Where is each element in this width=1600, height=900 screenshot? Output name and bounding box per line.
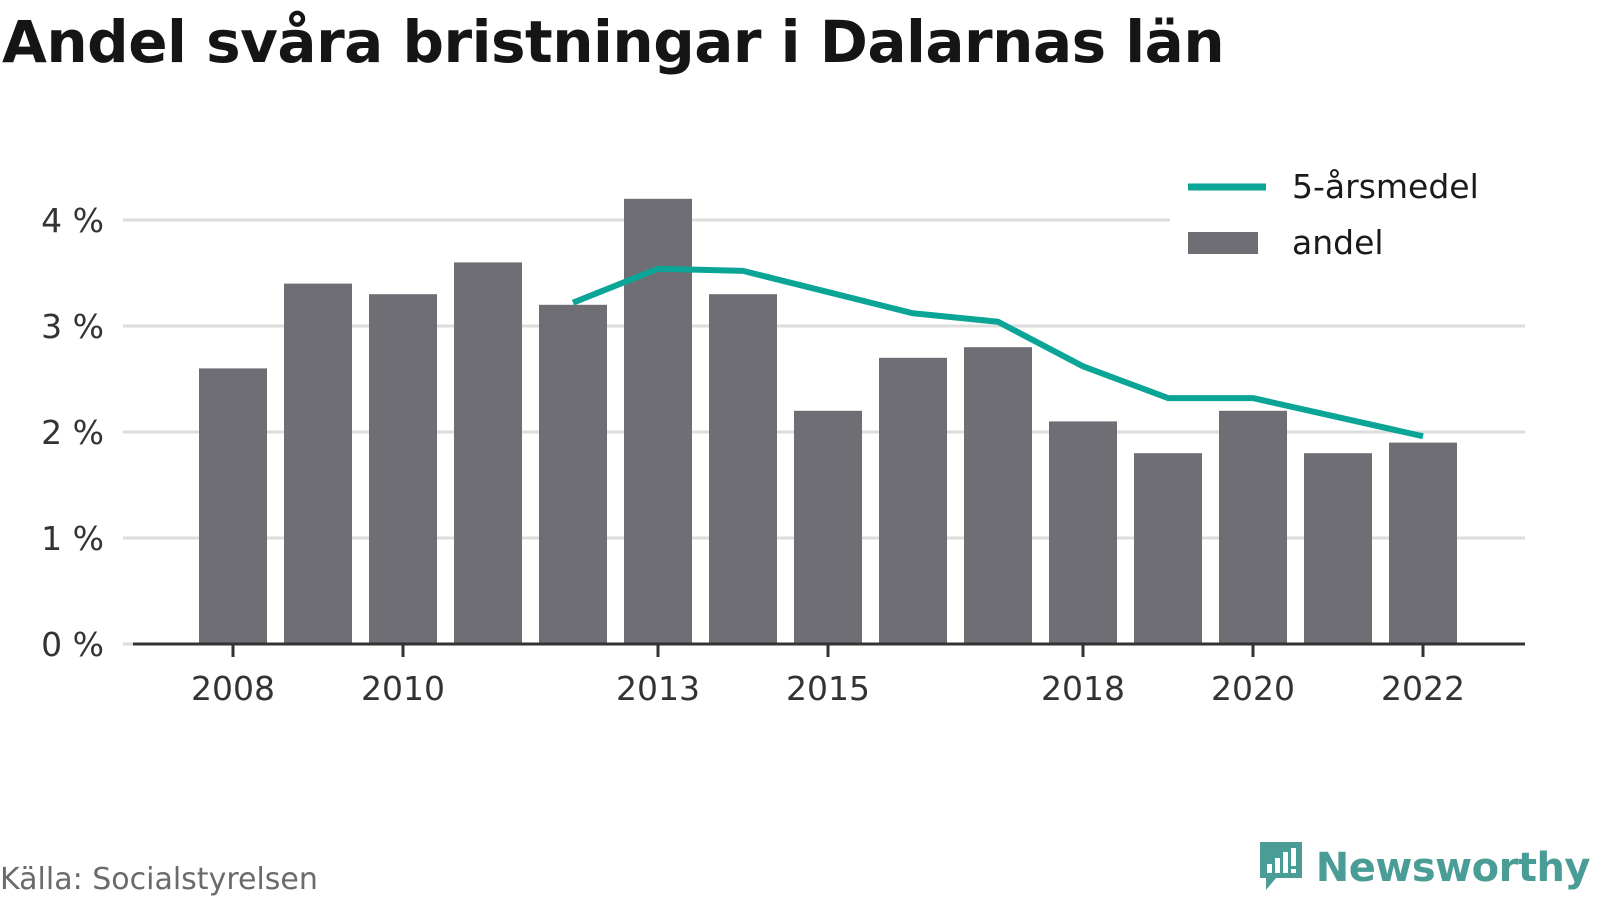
x-tick-label-2018: 2018 (1041, 669, 1125, 708)
y-tick-label-0: 0 % (41, 625, 104, 664)
x-tick-label-2010: 2010 (361, 669, 445, 708)
bar-andel-2012 (539, 304, 607, 644)
bar-andel-2015 (794, 410, 862, 644)
bar-andel-2021 (1304, 453, 1372, 644)
legend-bar-swatch (1188, 232, 1258, 254)
bar-andel-2010 (369, 294, 437, 644)
bar-andel-2008 (199, 368, 267, 644)
y-tick-label-3: 3 % (41, 307, 104, 346)
x-tick-label-2015: 2015 (786, 669, 870, 708)
newsworthy-logo-icon (1256, 838, 1306, 898)
chart-title: Andel svåra bristningar i Dalarnas län (2, 8, 1225, 76)
brand-name: Newsworthy (1315, 845, 1591, 891)
bar-andel-2018 (1049, 421, 1117, 644)
bar-andel-2019 (1134, 453, 1202, 644)
x-tick-label-2022: 2022 (1381, 669, 1465, 708)
bar-andel-2013 (624, 198, 692, 645)
bar-andel-2014 (709, 294, 777, 644)
source-note: Källa: Socialstyrelsen (0, 862, 318, 897)
bar-andel-2020 (1219, 410, 1287, 644)
line-5-arsmedel (571, 265, 1424, 440)
y-tick-label-4: 4 % (41, 201, 104, 240)
bar-andel-2009 (284, 283, 352, 644)
bar-andel-2017 (964, 347, 1032, 644)
legend-background (1170, 158, 1530, 276)
bar-andel-2022 (1389, 442, 1457, 644)
legend-label-andel: andel (1292, 223, 1384, 262)
y-tick-label-1: 1 % (41, 519, 104, 558)
x-tick-label-2020: 2020 (1211, 669, 1295, 708)
bar-andel-2011 (454, 262, 522, 644)
y-tick-label-2: 2 % (41, 413, 104, 452)
legend: 5-årsmedel andel (1170, 158, 1530, 276)
axes: 0 % 1 % 2 % 3 % 4 % 2008 2010 2013 2015 2018 2020 2… (41, 201, 1525, 708)
x-tick-label-2008: 2008 (191, 669, 275, 708)
series-line-5-arsmedel (571, 265, 1424, 440)
legend-label-5-arsmedel: 5-årsmedel (1292, 167, 1479, 206)
x-tick-label-2013: 2013 (616, 669, 700, 708)
brand-logo: Newsworthy (1256, 838, 1591, 898)
bars-andel (199, 198, 1457, 645)
bar-andel-2016 (879, 357, 947, 644)
